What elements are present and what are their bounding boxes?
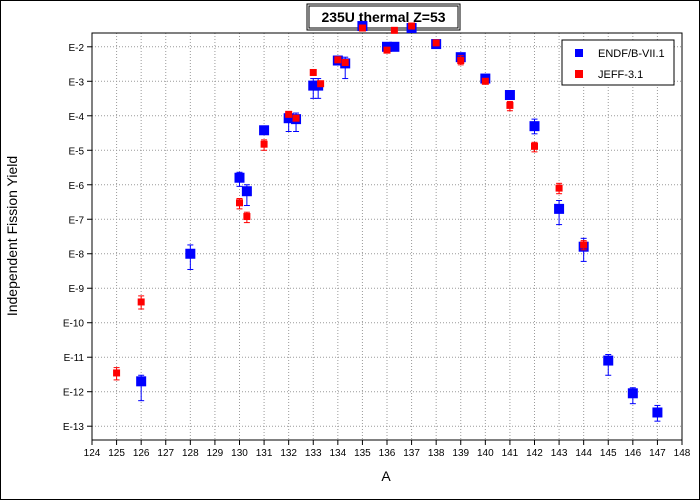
data-point xyxy=(389,41,400,52)
x-tick-label: 136 xyxy=(379,448,396,459)
x-tick-label: 124 xyxy=(84,448,101,459)
data-point xyxy=(383,46,391,54)
x-tick-label: 139 xyxy=(452,448,469,459)
data-point xyxy=(408,22,416,30)
legend-label-endf: ENDF/B-VII.1 xyxy=(598,48,665,60)
legend-label-jeff: JEFF-3.1 xyxy=(598,69,643,81)
x-tick-label: 137 xyxy=(403,448,420,459)
data-point xyxy=(481,77,489,85)
x-tick-label: 147 xyxy=(649,448,666,459)
x-tick-label: 146 xyxy=(624,448,641,459)
data-point xyxy=(555,184,563,192)
legend-marker-jeff xyxy=(575,70,583,78)
data-point xyxy=(259,125,270,136)
x-tick-label: 144 xyxy=(575,448,592,459)
y-tick-label: E-3 xyxy=(68,77,84,88)
x-tick-label: 138 xyxy=(428,448,445,459)
data-point xyxy=(432,39,440,47)
x-tick-label: 127 xyxy=(157,448,174,459)
y-tick-label: E-5 xyxy=(68,146,84,157)
data-point xyxy=(137,298,145,306)
chart-title-box: 235U thermal Z=53 xyxy=(306,3,461,31)
legend: ENDF/B-VII.1 JEFF-3.1 xyxy=(561,39,675,86)
data-point xyxy=(580,241,588,249)
data-point xyxy=(603,355,614,366)
y-tick-label: E-7 xyxy=(68,215,84,226)
data-point xyxy=(531,142,538,150)
x-tick-label: 125 xyxy=(108,448,125,459)
y-tick-label: E-6 xyxy=(68,181,84,192)
data-point xyxy=(504,90,515,101)
data-point xyxy=(554,203,565,214)
y-axis-label: Independent Fission Yield xyxy=(4,156,20,316)
y-axis: E-2 E-3 E-4 E-5 E-6 E-7 E-8 E-9 E-10 E-11 E-12 E-13 xyxy=(63,43,92,433)
y-tick-label: E-11 xyxy=(64,353,85,364)
data-point xyxy=(341,59,349,67)
data-point xyxy=(309,68,317,76)
series-jeff xyxy=(113,22,588,381)
x-tick-label: 135 xyxy=(354,448,371,459)
data-point xyxy=(185,248,196,259)
x-tick-label: 148 xyxy=(674,448,691,459)
data-point xyxy=(260,140,268,148)
y-tick-label: E-12 xyxy=(63,388,85,399)
x-tick-label: 143 xyxy=(551,448,568,459)
chart-title: 235U thermal Z=53 xyxy=(321,9,445,25)
x-tick-label: 145 xyxy=(600,448,617,459)
y-tick-label: E-4 xyxy=(68,112,84,123)
data-point xyxy=(390,26,398,34)
y-tick-label: E-8 xyxy=(68,250,84,261)
legend-marker-endf xyxy=(575,49,583,57)
data-point xyxy=(506,101,514,109)
data-point xyxy=(652,407,663,418)
data-point xyxy=(236,199,243,207)
data-point xyxy=(529,121,540,132)
data-point xyxy=(292,114,300,122)
data-point xyxy=(457,57,465,65)
data-point xyxy=(358,24,366,32)
data-point xyxy=(283,113,294,124)
x-tick-label: 132 xyxy=(280,448,297,459)
data-point xyxy=(241,186,252,197)
y-tick-label: E-13 xyxy=(63,422,85,433)
data-point xyxy=(627,388,638,399)
x-tick-label: 134 xyxy=(329,448,346,459)
data-series xyxy=(113,21,663,422)
x-axis-label: A xyxy=(381,468,391,484)
y-tick-label: E-9 xyxy=(68,284,84,295)
data-point xyxy=(317,80,325,88)
x-tick-label: 128 xyxy=(182,448,199,459)
y-tick-label: E-10 xyxy=(63,319,85,330)
data-point xyxy=(234,172,245,183)
x-tick-label: 131 xyxy=(256,448,273,459)
x-tick-label: 129 xyxy=(207,448,224,459)
data-point xyxy=(334,56,342,64)
data-point xyxy=(285,110,293,118)
x-tick-label: 130 xyxy=(231,448,248,459)
x-tick-label: 126 xyxy=(133,448,150,459)
x-tick-label: 140 xyxy=(477,448,494,459)
data-point xyxy=(243,213,251,221)
x-tick-label: 142 xyxy=(526,448,543,459)
y-tick-label: E-2 xyxy=(68,43,84,54)
x-tick-label: 133 xyxy=(305,448,322,459)
x-tick-label: 141 xyxy=(502,448,519,459)
data-point xyxy=(136,376,147,387)
data-point xyxy=(113,369,121,377)
x-axis: 124 125 126 127 128 129 130 131 132 133 134 135 136 1… xyxy=(84,440,691,459)
